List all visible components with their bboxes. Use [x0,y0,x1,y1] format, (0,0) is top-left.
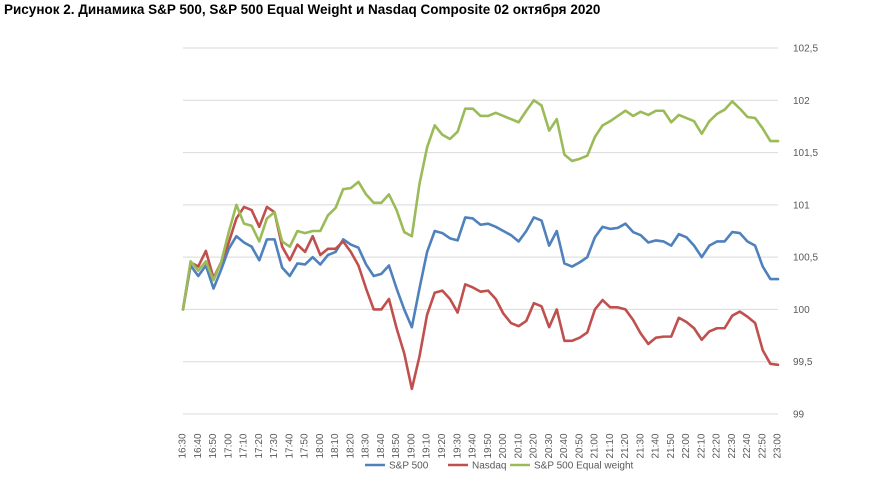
x-tick-label: 18:30 [361,433,372,458]
x-tick-label: 19:10 [422,433,433,458]
y-tick-label: 101 [793,200,810,211]
x-tick-label: 17:20 [254,433,265,458]
x-tick-label: 16:30 [178,433,189,458]
series-line-0 [181,216,780,329]
x-tick-label: 17:40 [284,433,295,458]
plot-area [181,98,780,391]
x-tick-label: 20:00 [498,433,509,458]
y-tick-label: 99,5 [793,357,813,368]
x-tick-label: 21:20 [620,433,631,458]
y-tick-label: 101,5 [793,148,818,159]
chart-legend: S&P 500 Nasdaq S&P 500 Equal weight [365,461,634,472]
x-tick-label: 19:20 [437,433,448,458]
x-tick-label: 22:00 [681,433,692,458]
x-tick-label: 21:40 [651,433,662,458]
x-tick-label: 18:10 [330,433,341,458]
y-tick-label: 100 [793,305,810,316]
x-tick-label: 16:40 [193,433,204,458]
x-tick-label: 22:20 [712,433,723,458]
x-tick-label: 19:30 [452,433,463,458]
x-tick-label: 22:10 [696,433,707,458]
x-axis: 16:30 16:40 16:50 17:00 17:10 17:20 17:30 17:40… [178,413,784,459]
x-tick-label: 21:00 [590,433,601,458]
series-line-1 [181,205,780,391]
y-tick-label: 99 [793,410,805,421]
x-tick-label: 20:10 [513,433,524,458]
x-tick-label: 20:40 [559,433,570,458]
x-tick-label: 18:50 [391,433,402,458]
y-tick-label: 100,5 [793,253,818,264]
x-tick-label: 17:10 [239,433,250,458]
x-tick-label: 20:30 [544,433,555,458]
x-tick-label: 17:50 [300,433,311,458]
gridlines [183,47,778,415]
x-tick-label: 23:00 [773,433,784,458]
x-tick-label: 21:50 [666,433,677,458]
legend-label: Nasdaq [472,461,506,472]
y-tick-label: 102 [793,96,810,107]
x-tick-label: 18:20 [345,433,356,458]
x-tick-label: 21:30 [635,433,646,458]
y-axis: 99 99,5 100 100,5 101 101,5 102 102,5 [793,44,818,421]
legend-label: S&P 500 Equal weight [534,461,634,472]
x-tick-label: 19:00 [406,433,417,458]
x-tick-label: 20:20 [529,433,540,458]
legend-label: S&P 500 [389,461,429,472]
x-tick-label: 22:50 [757,433,768,458]
x-tick-label: 21:10 [605,433,616,458]
x-tick-label: 17:00 [223,433,234,458]
x-tick-label: 20:50 [574,433,585,458]
x-tick-label: 19:50 [483,433,494,458]
x-tick-label: 22:30 [727,433,738,458]
x-tick-label: 22:40 [742,433,753,458]
series-line-2 [181,98,780,311]
y-tick-label: 102,5 [793,44,818,55]
x-tick-label: 19:40 [468,433,479,458]
chart-title: Рисунок 2. Динамика S&P 500, S&P 500 Equ… [4,2,601,17]
x-tick-label: 17:30 [269,433,280,458]
x-tick-label: 18:00 [315,433,326,458]
x-tick-label: 16:50 [208,433,219,458]
x-tick-label: 18:40 [376,433,387,458]
